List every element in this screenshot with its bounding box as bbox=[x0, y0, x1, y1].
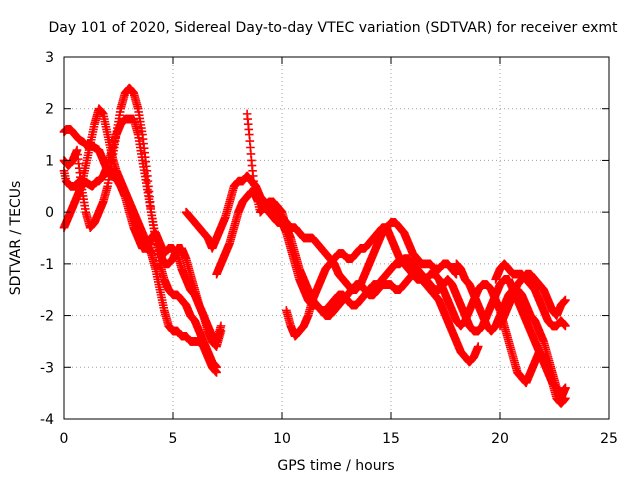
chart-title: Day 101 of 2020, Sidereal Day-to-day VTE… bbox=[49, 20, 619, 36]
x-tick-label: 10 bbox=[273, 431, 291, 447]
x-tick-label: 25 bbox=[600, 431, 618, 447]
data-point bbox=[212, 368, 221, 377]
x-tick-label: 20 bbox=[491, 431, 509, 447]
y-tick-label: -1 bbox=[40, 257, 54, 273]
y-axis-title: SDTVAR / TECUs bbox=[8, 181, 24, 296]
x-tick-label: 5 bbox=[169, 431, 178, 447]
y-tick-label: 2 bbox=[45, 102, 54, 118]
y-tick-label: 0 bbox=[45, 205, 54, 221]
y-tick-label: 1 bbox=[45, 153, 54, 169]
x-tick-label: 15 bbox=[382, 431, 400, 447]
y-tick-label: -2 bbox=[40, 309, 54, 325]
y-tick-label: -4 bbox=[40, 412, 54, 428]
axis-ticks: 0 5 10 15 20 25 -4 -3 -2 -1 0 1 2 3 bbox=[40, 50, 618, 447]
y-tick-label: -3 bbox=[40, 360, 54, 376]
x-axis-title: GPS time / hours bbox=[277, 458, 394, 474]
x-tick-label: 0 bbox=[60, 431, 69, 447]
data-point bbox=[216, 321, 226, 331]
data-points bbox=[59, 83, 570, 408]
y-tick-label: 3 bbox=[45, 50, 54, 66]
